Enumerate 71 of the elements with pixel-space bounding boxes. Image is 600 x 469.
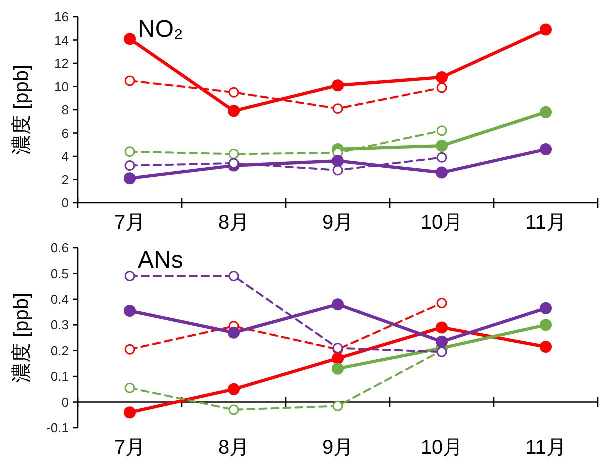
point: [436, 71, 448, 84]
point: [124, 33, 136, 46]
y-axis-title: 濃度 [ppb]: [11, 292, 33, 384]
x-tick-label: 10月: [420, 212, 464, 234]
point: [124, 172, 136, 185]
point: [332, 298, 344, 311]
point: [124, 160, 136, 172]
y-tick-label: 8: [62, 102, 69, 118]
point: [436, 336, 448, 348]
y-tick-label: 0.6: [50, 240, 69, 256]
point: [540, 24, 552, 36]
chart-title: ANs: [138, 247, 184, 274]
x-tick-label: 11月: [526, 437, 566, 459]
y-tick-label: 2: [62, 172, 69, 188]
point: [228, 87, 240, 98]
point: [228, 383, 240, 396]
chart-title: NO₂: [138, 16, 184, 43]
x-tick-label: 8月: [218, 437, 250, 459]
y-tick-label: 10: [54, 79, 69, 94]
x-tick-label: 8月: [218, 212, 250, 234]
x-tick-label: 7月: [114, 437, 146, 459]
point: [436, 140, 448, 152]
y-tick-label: 0: [62, 196, 69, 211]
point: [436, 298, 448, 309]
y-tick-label: 4: [62, 149, 69, 164]
point: [436, 166, 448, 179]
point: [436, 322, 448, 334]
y-tick-label: 12: [54, 56, 69, 72]
y-tick-label: -0.1: [46, 420, 69, 436]
x-tick-label: 9月: [322, 212, 354, 234]
point: [228, 105, 240, 118]
point: [228, 271, 240, 282]
y-axis-title: 濃度 [ppb]: [11, 64, 33, 156]
point: [124, 344, 136, 355]
point: [332, 400, 344, 412]
point: [124, 406, 136, 419]
x-tick-label: 9月: [322, 437, 354, 459]
y-tick-label: 14: [54, 32, 69, 48]
y-tick-label: 16: [54, 10, 69, 25]
point: [436, 152, 448, 163]
point: [124, 382, 136, 394]
point: [124, 271, 136, 282]
point: [228, 404, 240, 416]
point: [540, 319, 552, 332]
y-tick-label: 0.4: [50, 292, 69, 307]
y-tick-label: 0: [62, 394, 69, 410]
y-tick-label: 0.3: [50, 318, 69, 333]
point: [332, 80, 344, 92]
x-tick-label: 10月: [420, 437, 464, 459]
point: [540, 106, 552, 118]
point: [540, 144, 552, 156]
point: [332, 104, 344, 114]
point: [540, 302, 552, 314]
y-tick-label: 6: [62, 126, 69, 141]
y-tick-label: 0.1: [50, 369, 69, 384]
point: [228, 148, 240, 160]
point: [540, 341, 552, 353]
point: [124, 305, 136, 317]
point: [436, 126, 448, 136]
y-tick-label: 0.5: [50, 266, 69, 282]
x-tick-label: 7月: [114, 212, 146, 234]
point: [124, 146, 136, 158]
point: [332, 155, 344, 168]
point: [332, 362, 344, 375]
point: [228, 326, 240, 339]
point: [124, 76, 136, 86]
y-tick-label: 0.2: [50, 343, 69, 358]
x-tick-label: 11月: [526, 212, 566, 234]
point: [332, 165, 344, 176]
point: [228, 158, 240, 169]
point: [436, 82, 448, 94]
